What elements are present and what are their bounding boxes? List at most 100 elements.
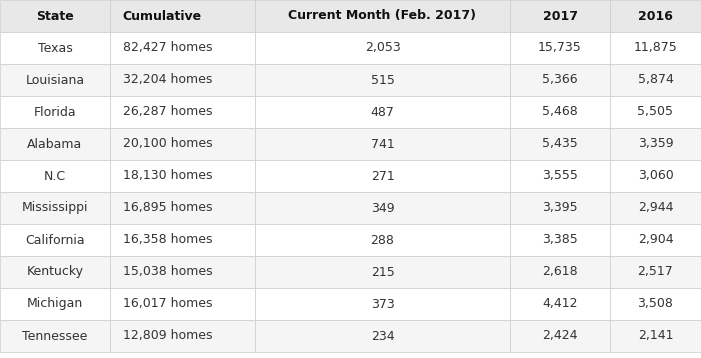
Bar [0, 288, 110, 320]
Text: N.C: N.C [44, 169, 66, 183]
Bar [110, 192, 255, 224]
Bar [110, 96, 255, 128]
Text: California: California [25, 233, 85, 247]
Bar [0, 0, 110, 32]
Text: 26,287 homes: 26,287 homes [123, 106, 212, 118]
Text: 2,517: 2,517 [638, 266, 674, 279]
Text: 515: 515 [371, 73, 395, 87]
Bar [255, 128, 510, 160]
Bar [610, 32, 701, 64]
Bar [510, 64, 610, 96]
Bar [510, 96, 610, 128]
Text: 16,358 homes: 16,358 homes [123, 233, 212, 247]
Text: 2,053: 2,053 [365, 42, 400, 54]
Bar [0, 224, 110, 256]
Text: Texas: Texas [38, 42, 72, 54]
Bar [610, 64, 701, 96]
Text: 2,904: 2,904 [638, 233, 674, 247]
Bar [510, 192, 610, 224]
Text: Tennessee: Tennessee [22, 329, 88, 343]
Bar [0, 32, 110, 64]
Bar [110, 288, 255, 320]
Text: Cumulative: Cumulative [123, 10, 202, 23]
Text: 3,385: 3,385 [542, 233, 578, 247]
Bar [0, 96, 110, 128]
Bar [110, 160, 255, 192]
Text: 271: 271 [371, 169, 395, 183]
Text: 3,555: 3,555 [542, 169, 578, 183]
Bar [510, 128, 610, 160]
Text: 3,508: 3,508 [638, 297, 674, 310]
Text: 5,874: 5,874 [638, 73, 674, 87]
Bar [255, 256, 510, 288]
Text: Current Month (Feb. 2017): Current Month (Feb. 2017) [289, 10, 477, 23]
Bar [110, 0, 255, 32]
Text: 215: 215 [371, 266, 395, 279]
Text: 32,204 homes: 32,204 homes [123, 73, 212, 87]
Text: 5,366: 5,366 [542, 73, 578, 87]
Bar [0, 192, 110, 224]
Bar [255, 224, 510, 256]
Bar [110, 64, 255, 96]
Bar [610, 0, 701, 32]
Text: 349: 349 [371, 202, 394, 214]
Text: 288: 288 [371, 233, 395, 247]
Text: 2017: 2017 [543, 10, 578, 23]
Bar [610, 192, 701, 224]
Text: 234: 234 [371, 329, 394, 343]
Bar [255, 160, 510, 192]
Text: Mississippi: Mississippi [22, 202, 88, 214]
Text: 2016: 2016 [638, 10, 673, 23]
Bar [610, 320, 701, 352]
Text: 20,100 homes: 20,100 homes [123, 137, 212, 150]
Text: 2,141: 2,141 [638, 329, 673, 343]
Text: 4,412: 4,412 [543, 297, 578, 310]
Bar [255, 320, 510, 352]
Bar [110, 128, 255, 160]
Text: 741: 741 [371, 137, 395, 150]
Text: Alabama: Alabama [27, 137, 83, 150]
Text: Kentucky: Kentucky [27, 266, 83, 279]
Text: 15,038 homes: 15,038 homes [123, 266, 212, 279]
Text: Florida: Florida [34, 106, 76, 118]
Text: 5,505: 5,505 [637, 106, 674, 118]
Text: State: State [36, 10, 74, 23]
Bar [610, 288, 701, 320]
Bar [110, 224, 255, 256]
Bar [110, 32, 255, 64]
Bar [510, 320, 610, 352]
Bar [510, 32, 610, 64]
Bar [0, 64, 110, 96]
Bar [610, 160, 701, 192]
Bar [610, 96, 701, 128]
Text: 5,468: 5,468 [542, 106, 578, 118]
Text: 16,017 homes: 16,017 homes [123, 297, 212, 310]
Bar [255, 0, 510, 32]
Text: 2,424: 2,424 [543, 329, 578, 343]
Bar [0, 160, 110, 192]
Bar [0, 256, 110, 288]
Bar [610, 224, 701, 256]
Text: 5,435: 5,435 [542, 137, 578, 150]
Bar [255, 64, 510, 96]
Text: 3,060: 3,060 [638, 169, 674, 183]
Text: 82,427 homes: 82,427 homes [123, 42, 212, 54]
Text: Michigan: Michigan [27, 297, 83, 310]
Text: 2,618: 2,618 [542, 266, 578, 279]
Bar [110, 320, 255, 352]
Bar [510, 256, 610, 288]
Bar [0, 320, 110, 352]
Bar [610, 256, 701, 288]
Text: 373: 373 [371, 297, 395, 310]
Text: 3,395: 3,395 [542, 202, 578, 214]
Bar [510, 224, 610, 256]
Text: 12,809 homes: 12,809 homes [123, 329, 212, 343]
Bar [110, 256, 255, 288]
Bar [255, 96, 510, 128]
Text: Louisiana: Louisiana [25, 73, 85, 87]
Text: 487: 487 [371, 106, 395, 118]
Text: 16,895 homes: 16,895 homes [123, 202, 212, 214]
Text: 18,130 homes: 18,130 homes [123, 169, 212, 183]
Bar [510, 160, 610, 192]
Bar [255, 192, 510, 224]
